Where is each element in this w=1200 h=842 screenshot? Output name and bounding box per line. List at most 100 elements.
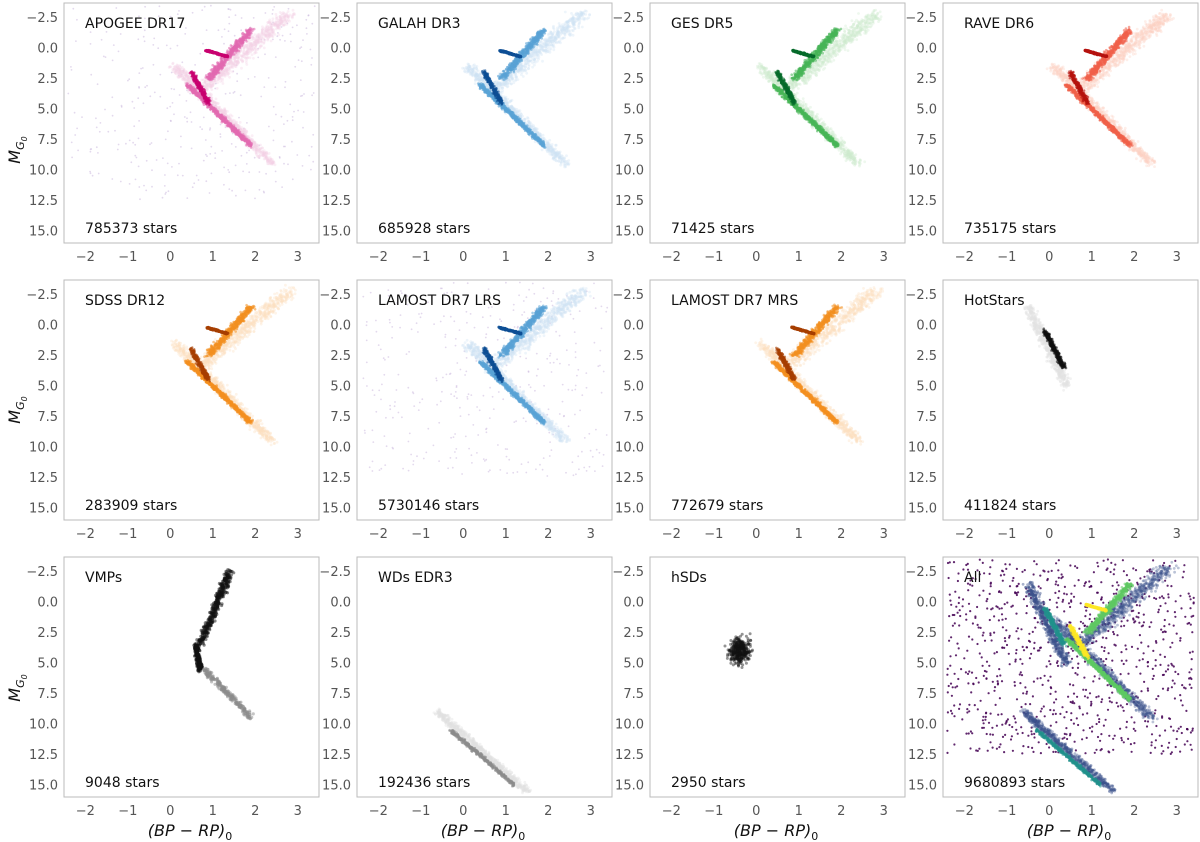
y-tick-label: 0.0 <box>37 42 58 57</box>
panel-5-frame <box>63 279 320 521</box>
y-tick-label: 15.0 <box>615 501 644 516</box>
y-tick-label: 10.0 <box>29 717 58 732</box>
panel-12-y-ticks: −2.5 0.0 2.5 5.0 7.5 10.0 12.5 15.0 <box>905 565 937 793</box>
y-tick-label: 2.5 <box>37 626 58 641</box>
x-axis-label-col-3: (BP − RP)0 <box>734 821 818 842</box>
panel-12-main-sequence-core <box>1062 637 1133 703</box>
x-tick-label: −1 <box>997 804 1016 819</box>
y-tick-label: 10.0 <box>615 440 644 455</box>
y-tick-label: 10.0 <box>322 163 351 178</box>
y-tick-label: −2.5 <box>319 11 351 26</box>
x-tick-label: −1 <box>704 804 723 819</box>
panel-title: VMPs <box>85 570 122 586</box>
y-tick-label: 0.0 <box>916 596 937 611</box>
y-tick-label: 15.0 <box>908 501 937 516</box>
y-tick-label: 5.0 <box>623 657 644 672</box>
panel-12-frame <box>942 556 1199 798</box>
panel-10-white-dwarfs-core <box>448 728 516 788</box>
y-axis-label-row-3: MG0 <box>5 674 29 701</box>
x-tick-label: 3 <box>1173 250 1181 265</box>
y-axis-label-row-2: MG0 <box>5 396 29 423</box>
panel-3: −2 −1 0 1 2 3 −2.5 0.0 2.5 5.0 7.5 10.0 12.5 15.0 GES … <box>612 2 906 265</box>
y-tick-label: 5.0 <box>37 380 58 395</box>
panel-star-count: 772679 stars <box>671 498 763 514</box>
x-tick-label: 0 <box>752 527 760 542</box>
y-tick-label: 10.0 <box>615 717 644 732</box>
panel-12-giant-branch-core <box>1082 581 1134 636</box>
panel-1-marks <box>67 4 316 201</box>
y-tick-label: 2.5 <box>623 349 644 364</box>
panel-6-y-ticks: −2.5 0.0 2.5 5.0 7.5 10.0 12.5 15.0 <box>319 288 351 516</box>
y-tick-label: 15.0 <box>615 778 644 793</box>
panel-star-count: 192436 stars <box>378 775 470 791</box>
panel-title: WDs EDR3 <box>378 570 453 586</box>
panel-4-turnoff <box>1067 69 1091 106</box>
panel-title: GES DR5 <box>671 16 733 32</box>
panel-star-count: 283909 stars <box>85 498 177 514</box>
y-tick-label: 10.0 <box>322 440 351 455</box>
y-tick-label: 12.5 <box>29 194 58 209</box>
panel-star-count: 685928 stars <box>378 221 470 237</box>
x-tick-label: 2 <box>251 804 259 819</box>
panel-5-giant-branch-core <box>203 303 257 358</box>
x-tick-label: 2 <box>251 527 259 542</box>
panel-5-red-clump <box>205 325 230 336</box>
y-tick-label: 5.0 <box>330 103 351 118</box>
panel-9: −2 −1 0 1 2 3 −2.5 0.0 2.5 5.0 7.5 10.0 12.5 15.0 VMPs… <box>26 556 320 819</box>
x-axis-label-col-2: (BP − RP)0 <box>441 821 525 842</box>
y-tick-label: −2.5 <box>612 565 644 580</box>
x-tick-label: 0 <box>459 527 467 542</box>
y-tick-label: −2.5 <box>905 11 937 26</box>
y-tick-label: 5.0 <box>916 103 937 118</box>
x-tick-label: 0 <box>459 804 467 819</box>
y-tick-label: 0.0 <box>916 319 937 334</box>
x-tick-label: 1 <box>209 527 217 542</box>
panel-12-halo <box>946 558 1195 756</box>
x-tick-label: −2 <box>955 527 974 542</box>
y-tick-label: 2.5 <box>916 72 937 87</box>
panel-7-marks <box>754 286 885 446</box>
panel-4-y-ticks: −2.5 0.0 2.5 5.0 7.5 10.0 12.5 15.0 <box>905 11 937 239</box>
x-tick-label: 3 <box>1173 527 1181 542</box>
y-tick-label: 10.0 <box>29 163 58 178</box>
panel-8-hot-sequence-outer <box>1023 304 1072 392</box>
panel-5-y-ticks: −2.5 0.0 2.5 5.0 7.5 10.0 12.5 15.0 <box>26 288 58 516</box>
panel-4-main-sequence-core <box>1063 83 1134 149</box>
x-tick-label: 3 <box>587 250 595 265</box>
y-tick-label: 7.5 <box>916 410 937 425</box>
panel-11-y-ticks: −2.5 0.0 2.5 5.0 7.5 10.0 12.5 15.0 <box>612 565 644 793</box>
y-tick-label: 7.5 <box>330 133 351 148</box>
panel-7-giant-branch-core <box>788 303 844 359</box>
panel-1-y-ticks: −2.5 0.0 2.5 5.0 7.5 10.0 12.5 15.0 <box>26 11 58 239</box>
y-tick-label: 0.0 <box>37 596 58 611</box>
y-tick-label: 7.5 <box>37 133 58 148</box>
y-tick-label: 15.0 <box>29 224 58 239</box>
panel-6-turnoff <box>481 346 505 384</box>
panel-7: −2 −1 0 1 2 3 −2.5 0.0 2.5 5.0 7.5 10.0 12.5 15.0 LAMO… <box>612 279 906 542</box>
y-tick-label: 15.0 <box>322 778 351 793</box>
y-tick-label: 2.5 <box>37 349 58 364</box>
panel-title: All <box>964 570 981 586</box>
x-tick-label: 2 <box>251 250 259 265</box>
panel-9-marks <box>192 568 255 721</box>
x-tick-label: 2 <box>1130 804 1138 819</box>
y-tick-label: 12.5 <box>615 194 644 209</box>
x-tick-label: −2 <box>369 527 388 542</box>
panel-10-y-ticks: −2.5 0.0 2.5 5.0 7.5 10.0 12.5 15.0 <box>319 565 351 793</box>
panel-2-y-ticks: −2.5 0.0 2.5 5.0 7.5 10.0 12.5 15.0 <box>319 11 351 239</box>
x-tick-label: 2 <box>544 250 552 265</box>
y-tick-label: 2.5 <box>330 349 351 364</box>
x-tick-label: 2 <box>837 804 845 819</box>
x-tick-label: 1 <box>209 804 217 819</box>
panel-12-white-dwarfs-core <box>1034 727 1102 788</box>
y-tick-label: 12.5 <box>29 471 58 486</box>
x-tick-label: 0 <box>1045 250 1053 265</box>
panel-title: SDSS DR12 <box>85 293 165 309</box>
y-axis-label-row-1: MG0 <box>5 136 29 163</box>
y-tick-label: 5.0 <box>623 103 644 118</box>
panel-12: −2 −1 0 1 2 3 −2.5 0.0 2.5 5.0 7.5 10.0 12.5 15.0 All 9… <box>905 556 1199 819</box>
panel-4-giant-branch-outer <box>1070 8 1175 97</box>
x-tick-label: 2 <box>837 527 845 542</box>
x-tick-label: 0 <box>752 804 760 819</box>
